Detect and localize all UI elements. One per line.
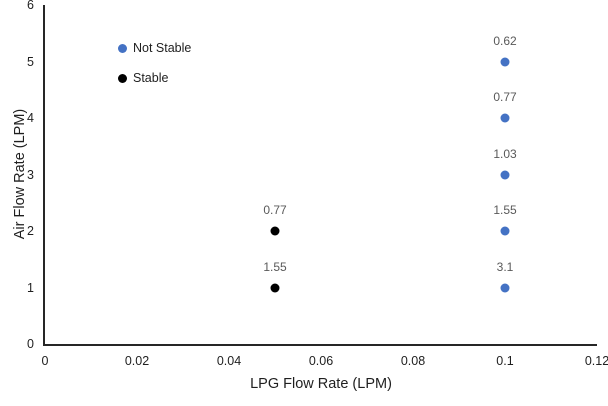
x-tick-label: 0 [41,354,49,368]
x-tick-label: 0.08 [400,354,426,368]
legend-item-stable: Stable [118,68,191,88]
y-tick-label: 2 [27,224,34,238]
data-point-not-stable [500,283,510,292]
x-tick-label: 0.12 [584,354,608,368]
data-point-label: 3.1 [496,259,514,274]
y-tick-label: 1 [27,280,34,295]
data-point-not-stable [500,170,510,179]
legend-marker-icon [118,73,127,83]
data-point-label: 0.77 [493,90,517,104]
x-tick-label: 0.06 [308,354,334,368]
data-point-label: 1.55 [493,203,517,217]
y-tick-label: 4 [27,111,34,125]
plot-area: 0.62 0.77 1.03 1.55 3.1 0.77 1.55 Not Stable St… [43,5,597,346]
points-layer: 0.62 0.77 1.03 1.55 3.1 0.77 1.55 [45,5,597,344]
data-point-label: 0.77 [263,203,287,217]
x-tick-label: 0.02 [124,354,150,368]
data-point-label: 1.03 [493,146,517,161]
data-point-not-stable [500,226,510,236]
data-point-stable [270,226,280,236]
y-tick-label: 0 [27,337,34,351]
x-tick-label: 0.04 [216,354,242,368]
data-point-not-stable [500,57,510,66]
y-tick-label: 6 [27,0,34,12]
data-point-stable [270,283,280,292]
y-tick-label: 5 [27,54,34,69]
legend-item-not-stable: Not Stable [118,38,191,58]
x-axis-title: LPG Flow Rate (LPM) [250,376,392,392]
y-tick-label: 3 [27,167,34,182]
legend-marker-icon [118,43,127,53]
chart-legend: Not Stable Stable [118,38,191,88]
data-point-label: 0.62 [493,33,517,48]
legend-label: Stable [133,71,169,85]
data-point-label: 1.55 [263,259,287,274]
data-point-not-stable [500,113,510,123]
legend-label: Not Stable [133,41,192,55]
x-tick-label: 0.1 [496,354,514,368]
